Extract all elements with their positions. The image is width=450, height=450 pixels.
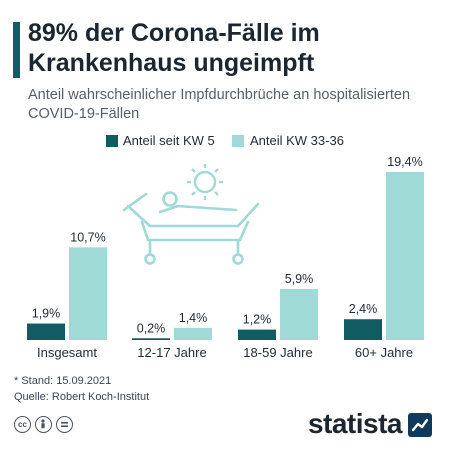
value-label: 1,4% (179, 311, 208, 325)
category-label: 18-59 Jahre (243, 345, 312, 360)
bar-seit-kw5-0 (27, 323, 65, 340)
bar-kw33-36-1 (174, 327, 212, 340)
hospital-bed-icon (122, 191, 260, 265)
by-person-icon (35, 416, 52, 433)
value-label: 0,2% (137, 321, 166, 335)
category-label: Insgesamt (37, 345, 97, 360)
value-label: 1,9% (32, 307, 61, 321)
bar-kw33-36-0 (69, 247, 107, 340)
legend-swatch-dark (106, 135, 118, 147)
value-label: 1,2% (243, 313, 272, 327)
value-label: 19,4% (387, 155, 422, 169)
value-label: 2,4% (349, 302, 378, 316)
bar-kw33-36-3 (386, 172, 424, 340)
legend-swatch-light (232, 135, 244, 147)
title-accent-bar (13, 22, 20, 78)
statista-logo-mark (408, 413, 432, 437)
category-label: 60+ Jahre (355, 345, 413, 360)
legend-label-dark: Anteil seit KW 5 (123, 133, 215, 148)
value-label: 5,9% (285, 272, 314, 286)
value-label: 10,7% (70, 230, 105, 244)
bar-seit-kw5-2 (238, 329, 276, 340)
footnote-stand: * Stand: 15.09.2021 (14, 375, 112, 387)
chart-title: 89% der Corona-Fälle im Krankenhaus unge… (28, 19, 320, 77)
statista-logo: statista (307, 408, 403, 439)
category-label: 12-17 Jahre (137, 345, 206, 360)
footnote-source: Quelle: Robert Koch-Institut (14, 391, 150, 403)
bar-kw33-36-2 (280, 288, 318, 340)
chart-subtitle: Anteil wahrscheinlicher Impfdurchbrüche … (28, 87, 411, 122)
bars-layer: 1,9% 10,7% Insgesamt 0,2% 1,4% 12-17 Jahre 1,2… (27, 155, 424, 360)
legend-label-light: Anteil KW 33-36 (250, 133, 344, 148)
bar-seit-kw5-1 (132, 338, 170, 340)
legend: Anteil seit KW 5 Anteil KW 33-36 (0, 132, 450, 152)
virus-icon (187, 164, 223, 200)
cc-icon: cc (14, 416, 31, 433)
bar-seit-kw5-3 (344, 319, 382, 340)
equal-icon (56, 416, 73, 433)
